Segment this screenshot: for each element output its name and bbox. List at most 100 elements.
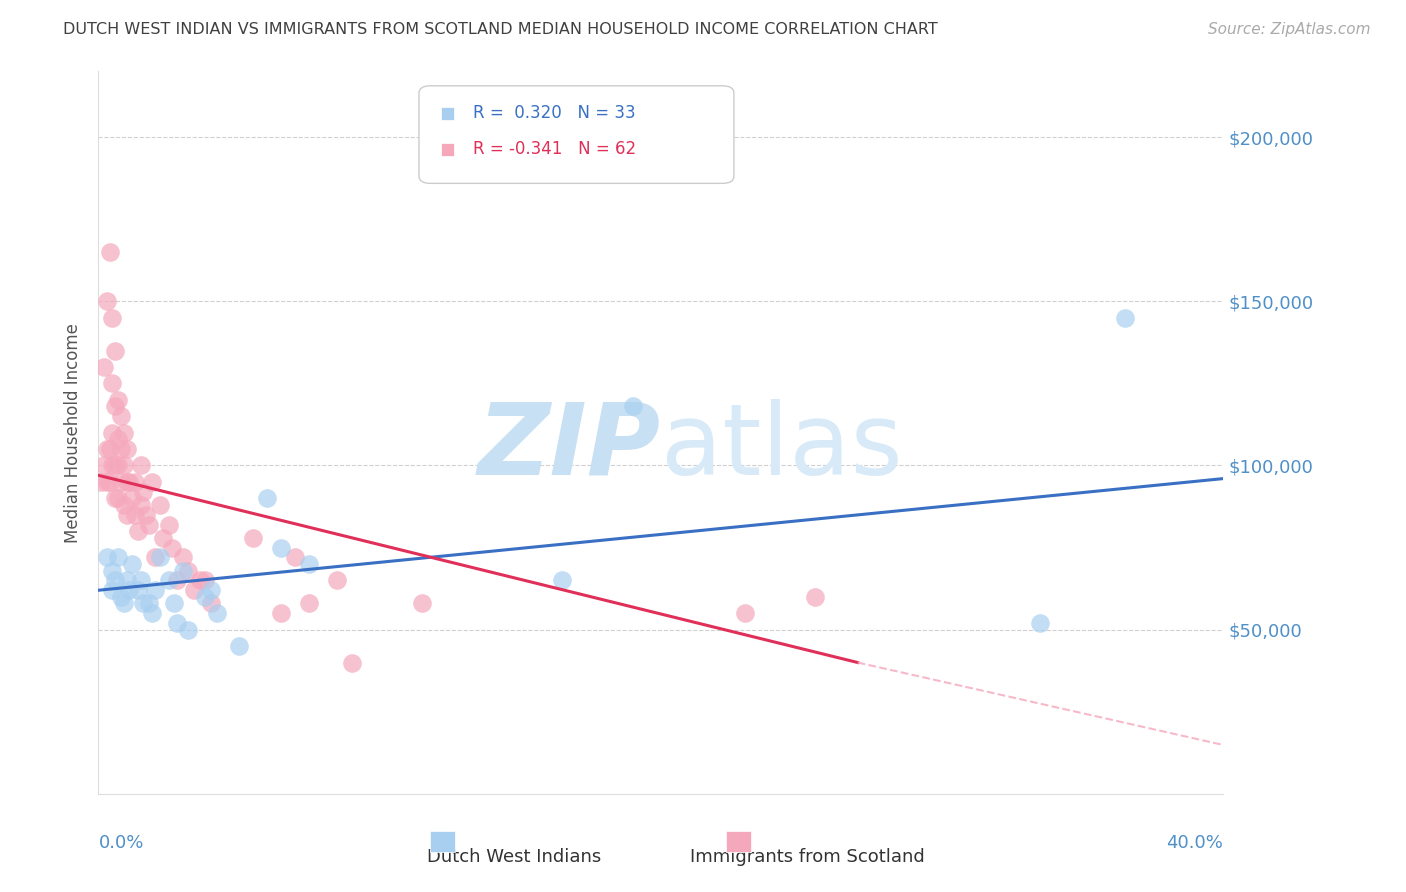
Point <box>152 531 174 545</box>
Text: 40.0%: 40.0% <box>1167 834 1223 852</box>
Point <box>96 442 118 456</box>
Text: atlas: atlas <box>661 399 903 496</box>
Point <box>98 442 121 456</box>
Point <box>104 343 127 358</box>
Point <box>124 508 146 522</box>
Point <box>1114 310 1136 325</box>
Point <box>141 607 163 621</box>
Point <box>284 550 307 565</box>
Text: DUTCH WEST INDIAN VS IMMIGRANTS FROM SCOTLAND MEDIAN HOUSEHOLD INCOME CORRELATIO: DUTCH WEST INDIAN VS IMMIGRANTS FROM SCO… <box>63 22 938 37</box>
Point <box>104 574 127 588</box>
Point <box>110 409 132 424</box>
Text: Immigrants from Scotland: Immigrants from Scotland <box>690 848 924 866</box>
Point <box>172 564 194 578</box>
Point <box>121 557 143 571</box>
Point <box>138 517 160 532</box>
Point <box>194 574 217 588</box>
Text: Dutch West Indians: Dutch West Indians <box>427 848 602 866</box>
Text: ZIP: ZIP <box>478 399 661 496</box>
Text: R =  0.320   N = 33: R = 0.320 N = 33 <box>472 104 636 122</box>
Point <box>110 442 132 456</box>
Point <box>110 590 132 604</box>
Point <box>115 442 138 456</box>
Point <box>101 310 124 325</box>
Point <box>115 574 138 588</box>
Point <box>172 550 194 565</box>
Point <box>177 564 200 578</box>
Point <box>298 557 321 571</box>
Point <box>118 475 141 489</box>
Point <box>121 491 143 506</box>
Point <box>104 491 127 506</box>
Point <box>115 475 138 489</box>
Bar <box>430 831 456 852</box>
Point <box>149 550 172 565</box>
Point <box>298 596 321 610</box>
Point <box>112 458 135 473</box>
Point <box>734 607 756 621</box>
Point <box>270 541 292 555</box>
Point <box>163 596 186 610</box>
Point <box>157 574 180 588</box>
Point <box>149 498 172 512</box>
Point <box>98 244 121 259</box>
Text: Source: ZipAtlas.com: Source: ZipAtlas.com <box>1208 22 1371 37</box>
Text: R = -0.341   N = 62: R = -0.341 N = 62 <box>472 140 636 159</box>
Point <box>127 583 149 598</box>
Point <box>132 484 155 499</box>
Text: 0.0%: 0.0% <box>98 834 143 852</box>
Point <box>188 574 211 588</box>
Point <box>256 491 278 506</box>
Point <box>107 550 129 565</box>
Point <box>270 607 292 621</box>
Point <box>183 583 205 598</box>
Y-axis label: Median Household Income: Median Household Income <box>65 323 83 542</box>
Point <box>104 400 127 414</box>
Point <box>166 616 188 631</box>
Point <box>411 596 433 610</box>
Point <box>205 607 228 621</box>
Point <box>194 590 217 604</box>
Point <box>110 475 132 489</box>
Point <box>138 596 160 610</box>
Point <box>200 596 222 610</box>
Point <box>118 583 141 598</box>
Point <box>551 574 574 588</box>
Point <box>101 583 124 598</box>
Point <box>107 432 129 446</box>
Point <box>143 583 166 598</box>
Point <box>141 475 163 489</box>
Point <box>101 425 124 440</box>
Point <box>135 508 157 522</box>
Point <box>143 550 166 565</box>
Point <box>101 458 124 473</box>
Point <box>157 517 180 532</box>
Point <box>101 376 124 391</box>
Point <box>804 590 827 604</box>
Point <box>96 550 118 565</box>
Point <box>96 294 118 309</box>
Point <box>107 491 129 506</box>
Point <box>242 531 264 545</box>
Point <box>326 574 349 588</box>
Point <box>200 583 222 598</box>
Point <box>132 596 155 610</box>
Point <box>93 458 115 473</box>
Point <box>112 596 135 610</box>
Point <box>124 475 146 489</box>
Point <box>340 656 363 670</box>
Point <box>96 475 118 489</box>
Point <box>1029 616 1052 631</box>
Bar <box>441 143 454 156</box>
Point <box>129 498 152 512</box>
Bar <box>441 107 454 120</box>
Point <box>129 458 152 473</box>
Point <box>112 425 135 440</box>
Point <box>160 541 183 555</box>
Point <box>166 574 188 588</box>
Point <box>621 400 644 414</box>
Point <box>177 623 200 637</box>
Point <box>129 574 152 588</box>
Point <box>228 639 250 653</box>
Point <box>104 458 127 473</box>
